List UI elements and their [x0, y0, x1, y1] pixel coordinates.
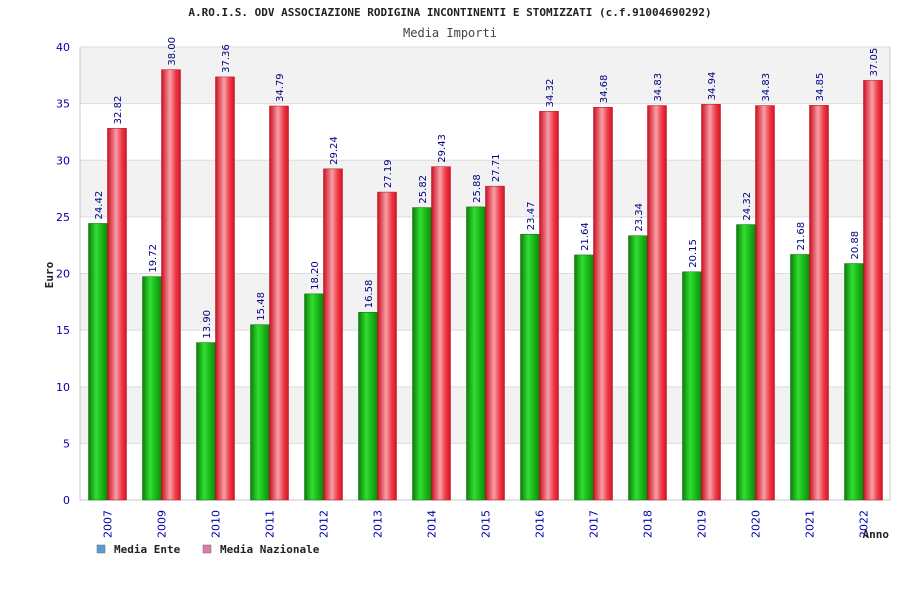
x-tick-label: 2017 — [588, 510, 601, 538]
value-label: 34.94 — [707, 72, 718, 101]
bar-media-nazionale — [107, 128, 127, 501]
value-label: 18.20 — [310, 261, 321, 290]
legend-label: Media Ente — [114, 543, 181, 556]
bar-media-ente — [466, 206, 486, 501]
x-tick-label: 2016 — [534, 510, 547, 538]
legend-swatch — [202, 544, 212, 554]
bar-media-nazionale — [431, 166, 451, 501]
y-axis-label: Euro — [43, 261, 56, 288]
value-label: 20.88 — [850, 231, 861, 260]
bar-media-nazionale — [377, 191, 397, 501]
bar-media-ente — [196, 342, 216, 501]
grid-band — [80, 47, 890, 104]
x-tick-label: 2021 — [804, 510, 817, 538]
bar-media-ente — [520, 233, 540, 501]
value-label: 23.34 — [634, 203, 645, 232]
value-labels: 24.42 32.82 19.72 38.00 13.90 37.36 15.48 34.79… — [94, 37, 880, 339]
y-tick-label: 35 — [56, 98, 70, 111]
value-label: 25.82 — [418, 175, 429, 204]
bar-media-nazionale — [863, 80, 883, 501]
value-label: 24.42 — [94, 191, 105, 220]
value-label: 20.15 — [688, 239, 699, 268]
bar-media-ente — [574, 254, 594, 501]
value-label: 34.68 — [599, 75, 610, 104]
value-label: 23.47 — [526, 202, 537, 231]
bar-media-nazionale — [647, 105, 667, 501]
x-tick-label: 2018 — [642, 510, 655, 538]
x-tick-label: 2014 — [426, 510, 439, 538]
value-label: 24.32 — [742, 192, 753, 221]
value-label: 37.36 — [221, 44, 232, 73]
x-tick-label: 2009 — [156, 510, 169, 538]
bar-media-nazionale — [539, 111, 559, 501]
y-tick-label: 0 — [63, 494, 70, 507]
value-label: 27.71 — [491, 154, 502, 183]
bar-media-ente — [88, 223, 108, 501]
x-tick-label: 2010 — [210, 510, 223, 538]
value-label: 34.79 — [275, 73, 286, 102]
value-label: 29.24 — [329, 136, 340, 165]
bar-media-ente — [844, 263, 864, 501]
bar-media-ente — [790, 254, 810, 501]
bar-media-nazionale — [755, 105, 775, 501]
bar-media-ente — [250, 324, 270, 501]
value-label: 34.85 — [815, 73, 826, 102]
bar-media-ente — [682, 271, 702, 501]
bar-media-ente — [304, 293, 324, 501]
x-axis-label: Anno — [863, 528, 890, 541]
value-label: 34.83 — [653, 73, 664, 102]
bar-media-nazionale — [215, 76, 235, 501]
x-tick-label: 2007 — [102, 510, 115, 538]
bar-media-ente — [412, 207, 432, 501]
value-label: 27.19 — [383, 159, 394, 188]
x-axis-ticks: 2007 2009 2010 2011 2012 2013 2014 2015 2016 2017… — [102, 510, 871, 538]
y-tick-label: 25 — [56, 211, 70, 224]
bar-media-ente — [628, 235, 648, 501]
value-label: 15.48 — [256, 292, 267, 321]
y-tick-label: 5 — [63, 437, 70, 450]
value-label: 29.43 — [437, 134, 448, 163]
y-axis-ticks: 0 5 10 15 20 25 30 35 40 — [56, 41, 70, 507]
x-tick-label: 2015 — [480, 510, 493, 538]
bar-media-nazionale — [323, 168, 343, 501]
x-tick-label: 2022 — [858, 510, 871, 538]
chart-title: A.RO.I.S. ODV ASSOCIAZIONE RODIGINA INCO… — [188, 6, 711, 19]
value-label: 13.90 — [202, 310, 213, 339]
value-label: 34.83 — [761, 73, 772, 102]
value-label: 16.58 — [364, 280, 375, 309]
x-tick-label: 2019 — [696, 510, 709, 538]
bar-media-ente — [358, 311, 378, 501]
bar-media-ente — [142, 276, 162, 501]
bar-media-nazionale — [701, 104, 721, 501]
y-tick-label: 10 — [56, 381, 70, 394]
y-tick-label: 20 — [56, 268, 70, 281]
legend-label: Media Nazionale — [220, 543, 320, 556]
value-label: 38.00 — [167, 37, 178, 66]
value-label: 34.32 — [545, 79, 556, 108]
y-tick-label: 40 — [56, 41, 70, 54]
bars-group — [88, 69, 883, 501]
x-tick-label: 2012 — [318, 510, 331, 538]
legend-swatch — [96, 544, 106, 554]
y-tick-label: 30 — [56, 154, 70, 167]
bar-media-ente — [736, 224, 756, 501]
value-label: 37.05 — [869, 48, 880, 77]
bar-media-nazionale — [269, 105, 289, 501]
value-label: 21.64 — [580, 222, 591, 251]
x-tick-label: 2013 — [372, 510, 385, 538]
x-tick-label: 2011 — [264, 510, 277, 538]
value-label: 25.88 — [472, 174, 483, 203]
x-tick-label: 2020 — [750, 510, 763, 538]
bar-media-nazionale — [161, 69, 181, 501]
value-label: 21.68 — [796, 222, 807, 251]
bar-media-nazionale — [809, 105, 829, 501]
y-tick-label: 15 — [56, 324, 70, 337]
bar-media-nazionale — [485, 185, 505, 501]
bar-media-nazionale — [593, 106, 613, 501]
legend: Media Ente Media Nazionale — [96, 543, 320, 556]
value-label: 19.72 — [148, 244, 159, 273]
chart-subtitle: Media Importi — [403, 26, 497, 40]
value-label: 32.82 — [113, 96, 124, 125]
